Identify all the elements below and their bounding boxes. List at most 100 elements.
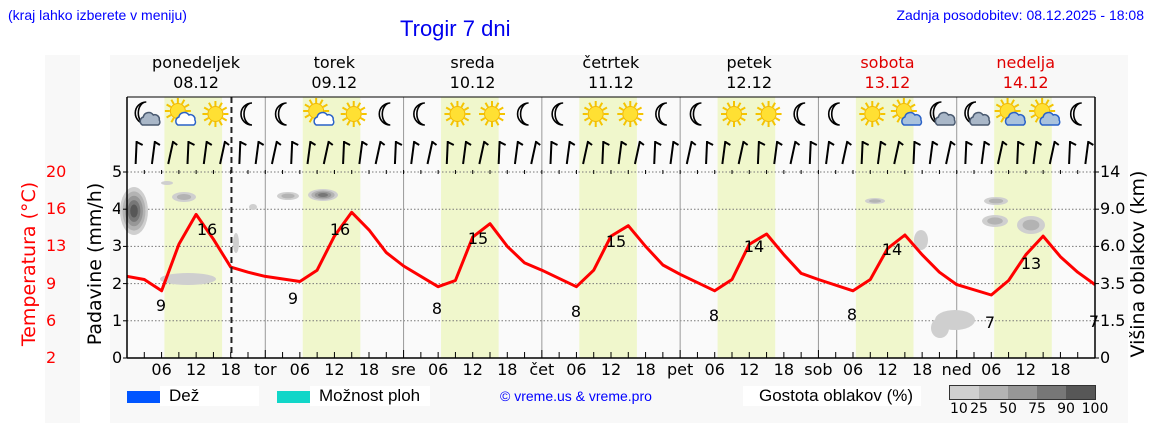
cloud-density-blob	[281, 193, 295, 199]
day-date: 12.12	[726, 73, 773, 92]
wind-barb-icon	[530, 140, 541, 165]
x-hour-label: 06	[566, 360, 587, 379]
temp-min-label: 8	[432, 299, 442, 318]
axis-tick-label: 13	[46, 236, 67, 256]
temp-max-label: 16	[330, 220, 350, 239]
wind-barb-icon	[202, 140, 213, 165]
sun-icon	[444, 101, 471, 127]
temp-min-label: 8	[709, 306, 719, 325]
moon-icon	[655, 102, 667, 126]
cloud-density-blob	[987, 217, 1003, 225]
daylight-band	[164, 97, 223, 358]
axis-tick-label: 6	[46, 310, 57, 330]
wind-barb-icon	[860, 140, 870, 165]
axis-tick-label: 6.0	[1100, 236, 1126, 256]
x-hour-label: 18	[220, 360, 241, 379]
wind-barb-icon	[478, 140, 489, 165]
wind-barb-icon	[393, 140, 403, 165]
daylight-band	[302, 97, 361, 358]
cloud-density-tick: 100	[1081, 401, 1109, 417]
day-name: sobota	[860, 53, 915, 72]
day-date: 14.12	[1002, 73, 1049, 92]
legend-rain-swatch	[127, 391, 160, 403]
temp-max-label: 16	[197, 220, 217, 239]
moon-cloud-icon	[964, 101, 991, 126]
day-header: nedelja 14.12	[957, 53, 1095, 93]
moon-cloud-icon	[134, 101, 161, 126]
wind-barb-icon	[219, 140, 230, 165]
wind-barb-icon	[841, 140, 852, 165]
moon-cloud-icon	[929, 101, 956, 126]
wind-barb-icon	[306, 140, 317, 165]
wind-barb-icon	[134, 140, 144, 165]
x-hour-label: 18	[635, 360, 656, 379]
wind-barb-icon	[633, 140, 645, 165]
temp-max-label: 15	[606, 232, 626, 251]
axis-tick-label: 16	[46, 199, 67, 219]
x-hour-label: 12	[462, 360, 483, 379]
wind-barb-icon	[549, 140, 558, 165]
x-hour-label: 18	[773, 360, 795, 379]
cloud-density-tick: 10	[950, 401, 968, 417]
day-header: ponedeljek 08.12	[127, 53, 265, 93]
region-hint-link[interactable]: (kraj lahko izberete v meniju)	[8, 7, 187, 23]
x-hour-label: 06	[704, 360, 725, 379]
temp-min-label: 9	[156, 296, 166, 315]
x-day-label: sob	[804, 360, 833, 379]
x-hour-label: 18	[358, 360, 380, 379]
wind-barb-icon	[808, 140, 818, 165]
day-header: četrtek 11.12	[542, 53, 680, 93]
credit-link[interactable]: © vreme.us & vreme.pro	[500, 388, 652, 404]
wind-barb-icon	[789, 140, 801, 165]
cloud-density-swatch	[979, 386, 1008, 399]
wind-barb-icon	[980, 140, 991, 165]
temp-min-label: 9	[288, 289, 298, 308]
cloud-density-blob	[249, 204, 257, 210]
axis-tick-label: 1	[112, 310, 123, 330]
wind-barb-icon	[497, 140, 507, 165]
temp-max-label: 15	[468, 229, 488, 248]
wind-barb-icon	[374, 140, 386, 165]
x-day-label: pet	[667, 360, 694, 379]
wind-barb-icon	[254, 140, 265, 165]
sun-icon	[340, 101, 367, 127]
cloud-density-scale	[949, 385, 1096, 400]
legend-storm-label: Možnost ploh	[310, 386, 431, 406]
x-day-label: čet	[529, 360, 555, 379]
cloud-density-blob	[931, 318, 949, 338]
axis-tick-label: 4	[112, 199, 123, 219]
day-date: 10.12	[449, 73, 496, 92]
day-date: 09.12	[311, 73, 358, 92]
temp-min-label: 7	[1089, 312, 1099, 331]
axis-tick-label: 0	[112, 348, 123, 367]
x-hour-label: 06	[842, 360, 864, 379]
wind-barb-icon	[964, 140, 973, 165]
cloud-density-swatch	[1066, 386, 1095, 399]
cloud-density-tick: 50	[999, 401, 1017, 417]
temp-max-label: 14	[882, 240, 902, 259]
temp-min-label: 7	[985, 313, 995, 332]
cloud-density-blob	[1022, 219, 1040, 231]
axis-tick-label: 14	[1100, 162, 1121, 181]
sun-icon	[582, 101, 609, 127]
wind-barb-icon	[825, 140, 835, 165]
wind-barb-icon	[150, 140, 161, 165]
sun-cloud-icon	[994, 98, 1026, 126]
wind-barb-icon	[669, 140, 680, 165]
cloud-density-blob	[130, 204, 138, 218]
x-hour-label: 18	[1050, 360, 1071, 379]
day-name: četrtek	[582, 53, 640, 72]
wind-barb-icon	[270, 140, 282, 165]
cloud-density-tick: 25	[970, 401, 988, 417]
sun-icon	[721, 101, 747, 127]
wind-barb-icon	[426, 140, 438, 165]
day-header: torek 09.12	[265, 53, 403, 93]
wind-barb-icon	[186, 140, 195, 165]
wind-barb-icon	[1068, 140, 1077, 165]
wind-barb-icon	[322, 140, 334, 165]
temp-min-label: 8	[571, 302, 581, 321]
wind-barb-icon	[565, 140, 576, 165]
wind-barb-icon	[358, 140, 368, 165]
cloud-density-blob	[869, 199, 881, 203]
